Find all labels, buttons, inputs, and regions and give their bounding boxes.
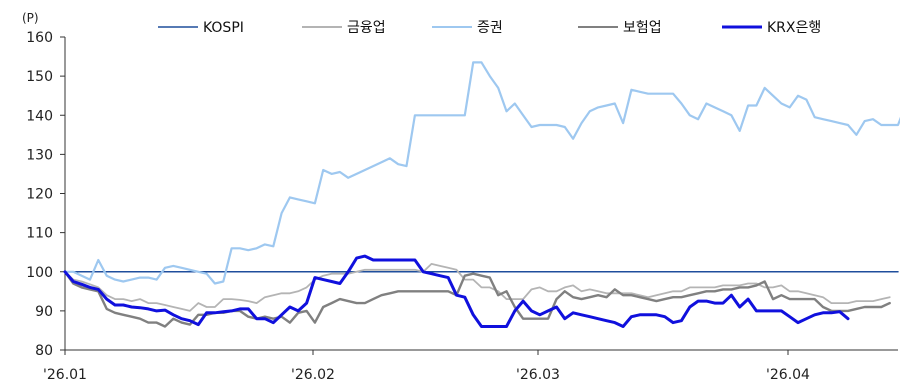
x-tick-label: '26.04 <box>766 367 810 383</box>
legend-label: KRX은행 <box>767 20 821 36</box>
x-tick-label: '26.01 <box>43 367 87 383</box>
legend: KOSPI 금융업 증권 보험업 KRX은행 <box>158 20 821 36</box>
y-tick-label: 80 <box>35 343 53 359</box>
y-tick-label: 90 <box>35 304 53 320</box>
y-axis: 80 90 100 110 120 130 140 150 160 <box>26 30 66 359</box>
y-tick-label: 120 <box>26 187 53 203</box>
legend-label: 증권 <box>477 20 503 36</box>
series-line-4 <box>63 270 891 328</box>
y-tick-label: 160 <box>26 30 53 46</box>
y-unit-label: (P) <box>22 11 39 25</box>
x-axis: '26.01 '26.02 '26.03 '26.04 <box>43 349 898 383</box>
series-line-3 <box>63 61 900 285</box>
series-layer <box>63 61 900 328</box>
y-tick-label: 110 <box>26 226 53 242</box>
y-tick-label: 150 <box>26 69 53 85</box>
legend-label: 보험업 <box>623 20 662 36</box>
series-line-2 <box>64 262 891 312</box>
x-tick-label: '26.02 <box>291 367 335 383</box>
legend-label: KOSPI <box>203 20 244 36</box>
y-tick-label: 140 <box>26 108 53 124</box>
y-tick-label: 130 <box>26 147 53 163</box>
x-tick-label: '26.03 <box>516 367 560 383</box>
y-tick-label: 100 <box>26 265 53 281</box>
legend-label: 금융업 <box>347 20 386 36</box>
series-line-5 <box>63 254 850 328</box>
